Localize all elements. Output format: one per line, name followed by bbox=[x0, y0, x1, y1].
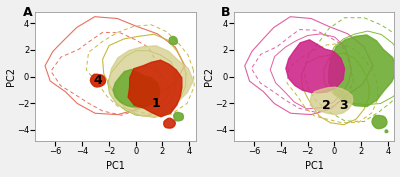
Polygon shape bbox=[286, 40, 344, 93]
Polygon shape bbox=[113, 69, 160, 107]
Y-axis label: PC2: PC2 bbox=[204, 67, 214, 86]
X-axis label: PC1: PC1 bbox=[106, 161, 125, 172]
Polygon shape bbox=[128, 60, 182, 117]
Text: 1: 1 bbox=[151, 97, 160, 110]
Polygon shape bbox=[164, 118, 175, 128]
X-axis label: PC1: PC1 bbox=[305, 161, 324, 172]
Polygon shape bbox=[329, 35, 397, 107]
Polygon shape bbox=[174, 112, 183, 121]
Text: 3: 3 bbox=[339, 99, 348, 112]
Polygon shape bbox=[90, 74, 106, 87]
Text: 4: 4 bbox=[94, 74, 103, 87]
Y-axis label: PC2: PC2 bbox=[6, 67, 16, 86]
Text: A: A bbox=[23, 6, 32, 19]
Text: 2: 2 bbox=[322, 99, 331, 112]
Polygon shape bbox=[372, 115, 387, 129]
Text: B: B bbox=[221, 6, 231, 19]
Polygon shape bbox=[385, 130, 388, 133]
Polygon shape bbox=[109, 46, 193, 117]
Polygon shape bbox=[310, 87, 353, 115]
Polygon shape bbox=[169, 36, 178, 44]
